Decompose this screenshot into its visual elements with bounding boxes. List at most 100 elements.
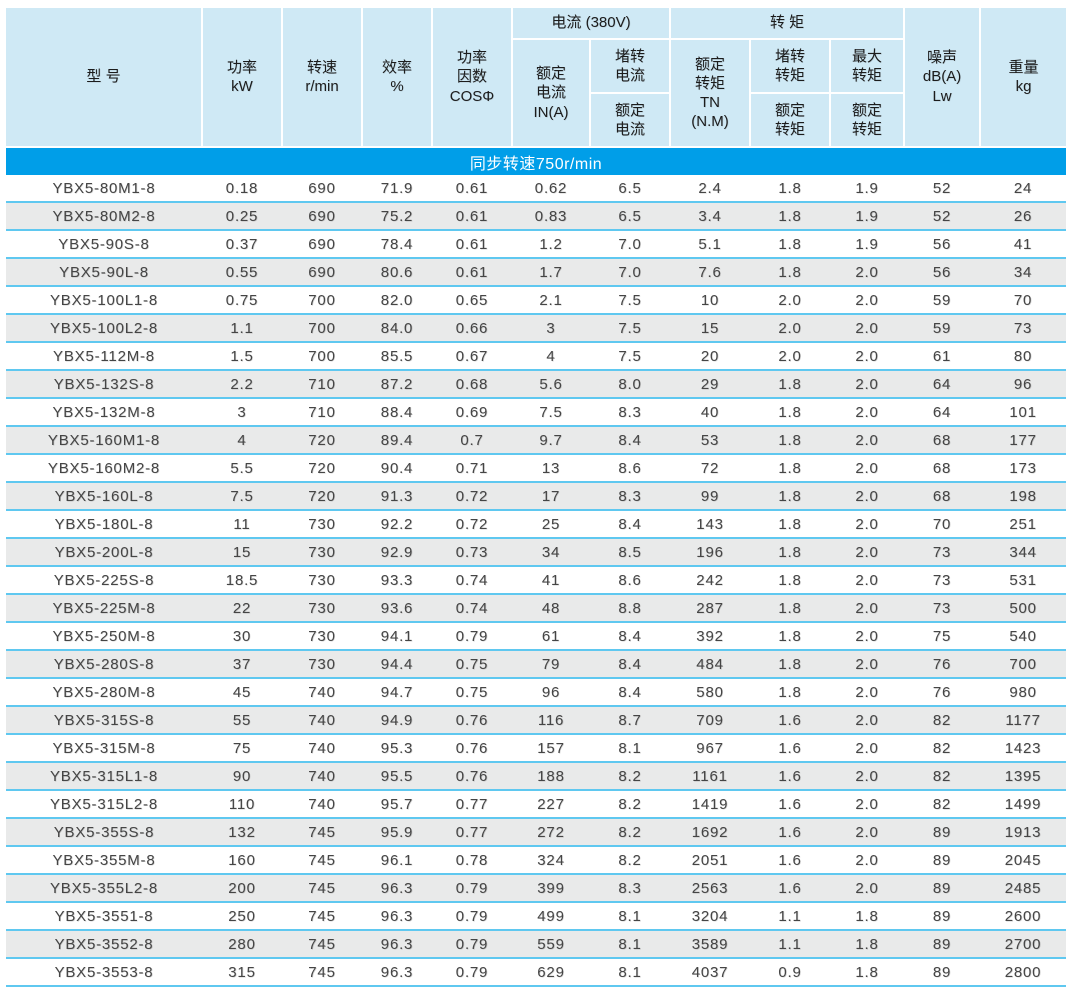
- value-cell: 40: [670, 398, 751, 427]
- table-row: YBX5-280S-8 37 730 94.4 0.75 79 8.4 484 1.8 2.0 76…: [6, 650, 1067, 679]
- value-cell: 0.77: [432, 790, 512, 819]
- value-cell: 2.0: [830, 566, 905, 595]
- value-cell: 56: [904, 230, 981, 259]
- col-header-max-torque-numerator: 最大 转矩: [829, 38, 905, 94]
- value-cell: 0.75: [202, 286, 282, 315]
- value-cell: 531: [980, 566, 1067, 595]
- value-cell: 559: [512, 930, 590, 959]
- group-header-torque: 转 矩: [669, 8, 906, 40]
- value-cell: 1.8: [750, 510, 831, 539]
- model-cell: YBX5-100L1-8: [6, 286, 202, 315]
- value-cell: 71.9: [362, 175, 432, 203]
- model-cell: YBX5-100L2-8: [6, 314, 202, 343]
- model-cell: YBX5-112M-8: [6, 342, 202, 371]
- table-row: YBX5-160L-8 7.5 720 91.3 0.72 17 8.3 99 1.8 2.0 68…: [6, 482, 1067, 511]
- value-cell: 76: [904, 650, 981, 679]
- value-cell: 30: [202, 622, 282, 651]
- value-cell: 0.7: [432, 426, 512, 455]
- table-row: YBX5-100L1-8 0.75 700 82.0 0.65 2.1 7.5 10 2.0 2.…: [6, 286, 1067, 315]
- value-cell: 580: [670, 678, 751, 707]
- value-cell: 0.79: [432, 930, 512, 959]
- value-cell: 0.65: [432, 286, 512, 315]
- model-cell: YBX5-3551-8: [6, 902, 202, 931]
- value-cell: 745: [282, 818, 362, 847]
- value-cell: 48: [512, 594, 590, 623]
- value-cell: 287: [670, 594, 751, 623]
- value-cell: 484: [670, 650, 751, 679]
- value-cell: 251: [980, 510, 1067, 539]
- value-cell: 8.4: [590, 650, 671, 679]
- value-cell: 2.0: [830, 454, 905, 483]
- value-cell: 1161: [670, 762, 751, 791]
- col-header-locked-torque-denominator: 额定 转矩: [749, 92, 832, 148]
- value-cell: 690: [282, 258, 362, 287]
- value-cell: 1.8: [750, 454, 831, 483]
- value-cell: 95.3: [362, 734, 432, 763]
- model-cell: YBX5-3553-8: [6, 958, 202, 987]
- model-cell: YBX5-250M-8: [6, 622, 202, 651]
- value-cell: 75: [904, 622, 981, 651]
- value-cell: 73: [904, 566, 981, 595]
- value-cell: 0.76: [432, 734, 512, 763]
- value-cell: 0.18: [202, 175, 282, 203]
- value-cell: 20: [670, 342, 751, 371]
- value-cell: 15: [670, 314, 751, 343]
- value-cell: 5.6: [512, 370, 590, 399]
- table-row: YBX5-355M-8 160 745 96.1 0.78 324 8.2 2051 1.6 2.…: [6, 846, 1067, 875]
- value-cell: 8.5: [590, 538, 671, 567]
- value-cell: 0.61: [432, 230, 512, 259]
- value-cell: 2.0: [830, 482, 905, 511]
- value-cell: 68: [904, 454, 981, 483]
- value-cell: 94.7: [362, 678, 432, 707]
- value-cell: 745: [282, 958, 362, 987]
- value-cell: 0.83: [512, 202, 590, 231]
- value-cell: 2.0: [830, 762, 905, 791]
- col-header-power-factor: 功率 因数 COSΦ: [431, 8, 513, 148]
- group-header-current: 电流 (380V): [510, 8, 672, 40]
- value-cell: 3.4: [670, 202, 751, 231]
- model-cell: YBX5-355S-8: [6, 818, 202, 847]
- value-cell: 1692: [670, 818, 751, 847]
- value-cell: 0.74: [432, 566, 512, 595]
- value-cell: 399: [512, 874, 590, 903]
- value-cell: 82: [904, 734, 981, 763]
- value-cell: 3: [202, 398, 282, 427]
- value-cell: 93.6: [362, 594, 432, 623]
- value-cell: 344: [980, 538, 1067, 567]
- value-cell: 700: [282, 286, 362, 315]
- value-cell: 59: [904, 286, 981, 315]
- value-cell: 26: [980, 202, 1067, 231]
- value-cell: 1419: [670, 790, 751, 819]
- value-cell: 0.71: [432, 454, 512, 483]
- value-cell: 8.4: [590, 622, 671, 651]
- value-cell: 8.1: [590, 902, 671, 931]
- value-cell: 68: [904, 482, 981, 511]
- table-row: YBX5-160M2-8 5.5 720 90.4 0.71 13 8.6 72 1.8 2.0 6…: [6, 454, 1067, 483]
- table-header: 型 号 功率 kW 转速 r/min 效率 % 功率 因数 COSΦ 电流 (3…: [6, 8, 1067, 148]
- value-cell: 227: [512, 790, 590, 819]
- value-cell: 160: [202, 846, 282, 875]
- value-cell: 34: [980, 258, 1067, 287]
- value-cell: 2.0: [830, 314, 905, 343]
- value-cell: 116: [512, 706, 590, 735]
- value-cell: 22: [202, 594, 282, 623]
- value-cell: 82: [904, 762, 981, 791]
- value-cell: 3589: [670, 930, 751, 959]
- value-cell: 96: [512, 678, 590, 707]
- value-cell: 101: [980, 398, 1067, 427]
- value-cell: 18.5: [202, 566, 282, 595]
- value-cell: 0.25: [202, 202, 282, 231]
- value-cell: 745: [282, 902, 362, 931]
- model-cell: YBX5-80M1-8: [6, 175, 202, 203]
- value-cell: 1.6: [750, 846, 831, 875]
- value-cell: 0.77: [432, 818, 512, 847]
- value-cell: 2.0: [830, 678, 905, 707]
- value-cell: 0.55: [202, 258, 282, 287]
- col-header-efficiency: 效率 %: [361, 8, 433, 148]
- value-cell: 0.61: [432, 258, 512, 287]
- value-cell: 52: [904, 202, 981, 231]
- value-cell: 0.69: [432, 398, 512, 427]
- section-banner-label: 同步转速750r/min: [6, 147, 1067, 175]
- value-cell: 0.37: [202, 230, 282, 259]
- value-cell: 700: [282, 314, 362, 343]
